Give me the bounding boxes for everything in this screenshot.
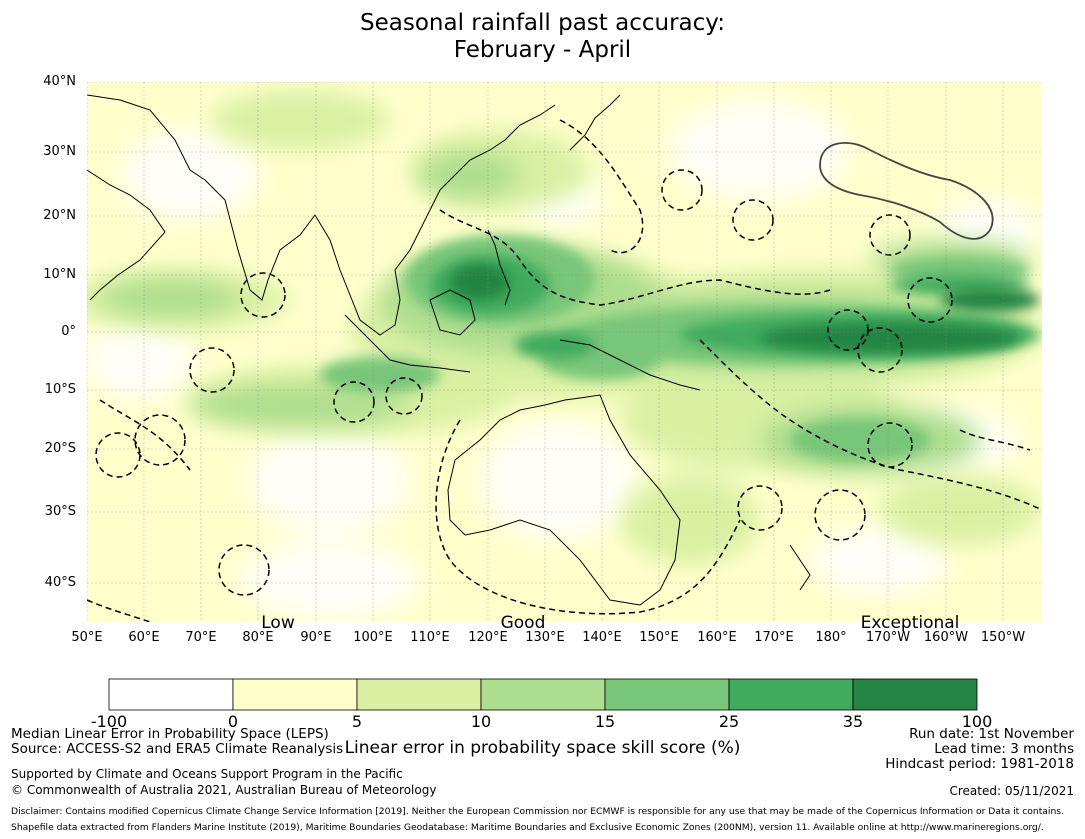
eez-boundaries (87, 119, 1042, 622)
colorbar-swatch (356, 678, 482, 711)
lon-label: 60°E (128, 630, 160, 645)
lat-label-40s: 40°S (44, 575, 76, 590)
info-created: Created: 05/11/2021 (949, 784, 1074, 798)
colorbar-tick: 15 (594, 712, 616, 731)
colorbar-swatch (604, 678, 730, 711)
lat-label-10s: 10°S (44, 382, 76, 397)
colorbar-swatch (852, 678, 978, 711)
lon-label: 110°E (410, 630, 450, 645)
lon-label: 150°W (980, 630, 1026, 645)
colorbar-tick: -100 (90, 712, 128, 731)
lon-label: 80°E (242, 630, 274, 645)
colorbar-tick: 100 (961, 712, 993, 731)
lon-label: 180° (815, 630, 847, 645)
category-low: Low (261, 613, 295, 633)
lon-label: 130°E (525, 630, 565, 645)
lon-label: 120°E (468, 630, 508, 645)
category-exceptional: Exceptional (860, 613, 960, 633)
lon-label: 100°E (353, 630, 393, 645)
colorbar-swatch (108, 678, 234, 711)
lon-label: 70°E (185, 630, 217, 645)
map-title-line1: Seasonal rainfall past accuracy: (360, 10, 725, 36)
graticule (87, 82, 1042, 622)
info-source: Source: ACCESS-S2 and ERA5 Climate Reana… (11, 741, 344, 757)
lon-label: 160°E (697, 630, 737, 645)
info-hindcast: Hindcast period: 1981-2018 (885, 756, 1074, 772)
lon-label: 90°E (300, 630, 332, 645)
lat-label-20n: 20°N (43, 208, 76, 223)
category-good: Good (500, 613, 546, 633)
lon-label: 140°E (582, 630, 622, 645)
colorbar-swatch (232, 678, 358, 711)
colorbar-label: Linear error in probability space skill … (344, 738, 741, 758)
colorbar-tick: 25 (718, 712, 740, 731)
colorbar-tick: 5 (351, 712, 363, 731)
disclaimer-line2: Shapefile data extracted from Flanders M… (11, 822, 1044, 833)
lat-label-30n: 30°N (43, 144, 76, 159)
lat-label-10n: 10°N (43, 267, 76, 282)
lon-label: 170°E (754, 630, 794, 645)
lon-label: 170°W (865, 630, 911, 645)
colorbar-swatch (480, 678, 606, 711)
disclaimer-line1: Disclaimer: Contains modified Copernicus… (11, 806, 1065, 817)
hawaii-boundary (819, 142, 994, 240)
info-lead-time: Lead time: 3 months (934, 741, 1074, 757)
colorbar-tick: 0 (227, 712, 239, 731)
lat-label-20s: 20°S (44, 441, 76, 456)
lat-label-30s: 30°S (44, 504, 76, 519)
lon-label: 160°W (923, 630, 969, 645)
info-leps: Median Linear Error in Probability Space… (11, 726, 329, 742)
lat-label-equator: 0° (61, 324, 76, 339)
colorbar-tick: 10 (470, 712, 492, 731)
lon-label: 50°E (71, 630, 103, 645)
info-copyright: © Commonwealth of Australia 2021, Austra… (11, 783, 437, 797)
map-title-line2: February - April (453, 37, 632, 63)
colorbar (108, 678, 978, 711)
colorbar-swatch (728, 678, 854, 711)
info-run-date: Run date: 1st November (909, 726, 1074, 742)
lat-label-40n: 40°N (43, 74, 76, 89)
skill-field (87, 82, 1042, 622)
info-support: Supported by Climate and Oceans Support … (11, 767, 403, 781)
colorbar-tick: 35 (842, 712, 864, 731)
coastlines (87, 94, 811, 606)
lon-label: 150°E (639, 630, 679, 645)
